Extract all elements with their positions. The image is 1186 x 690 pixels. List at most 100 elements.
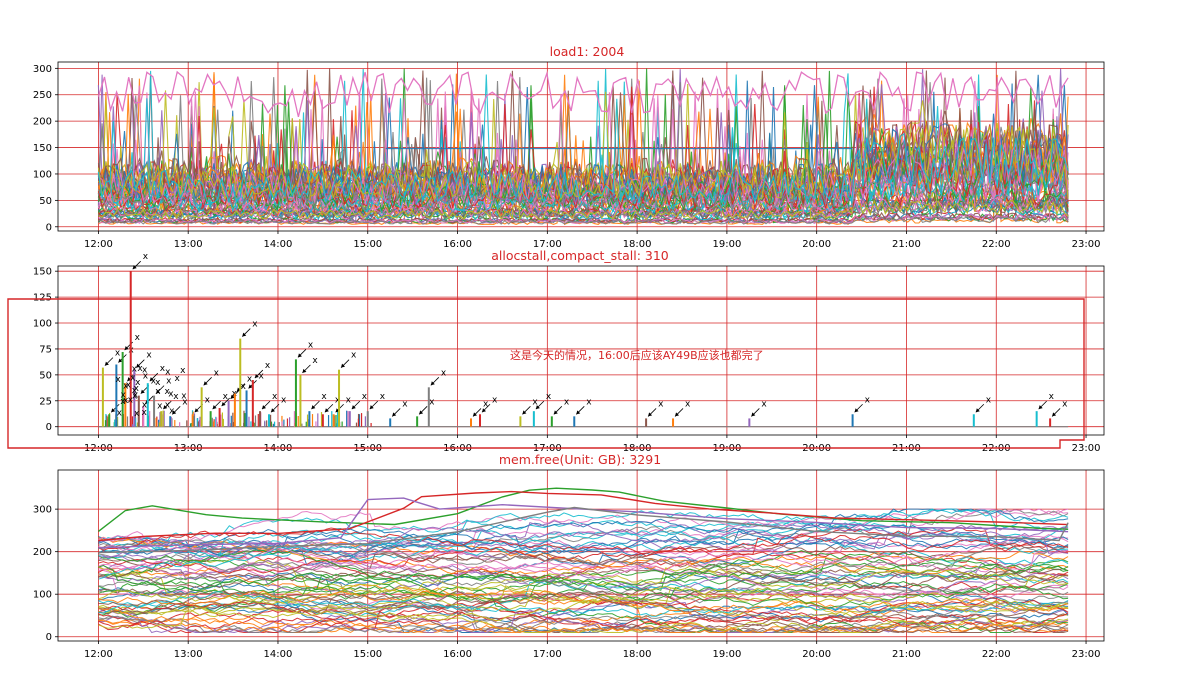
load1-y-ticks: 0 50 100 150 200 250 300 — [33, 64, 58, 233]
memfree-highlight-line — [98, 490, 1069, 542]
peak-arrow-head — [118, 358, 123, 363]
peak-arrow-head — [324, 408, 329, 413]
peak-arrow-head — [254, 374, 259, 379]
memfree-series-line — [98, 544, 1069, 589]
peak-marker: x — [142, 401, 148, 411]
allocstall-panel: allocstall,compact_stall: 310 xxxxxxxxxx… — [7, 248, 1105, 454]
memfree-highlight-line — [98, 497, 1069, 549]
peak-marker: x — [168, 389, 174, 399]
memfree-series-line — [98, 603, 1069, 634]
peak-marker: x — [321, 392, 327, 402]
memfree-x-ticks: 12:00 13:00 14:00 15:00 16:00 17:00 18:00 19:00… — [84, 641, 1100, 660]
peak-arrow-head — [535, 405, 540, 410]
x-tick-label: 23:00 — [1072, 649, 1101, 660]
memfree-series-line — [98, 531, 1069, 582]
peak-marker: x — [128, 396, 134, 406]
memfree-series-line — [98, 563, 1069, 602]
peak-marker: x — [346, 395, 352, 405]
memfree-series-line — [98, 608, 1069, 634]
memfree-series-line — [98, 508, 1069, 555]
peak-marker: x — [142, 365, 148, 375]
memfree-series-line — [98, 565, 1069, 616]
peak-marker: x — [532, 397, 538, 407]
memfree-series-line — [98, 508, 1069, 580]
peak-marker: x — [132, 386, 138, 396]
y-tick-label: 0 — [46, 222, 52, 233]
peak-arrow-head — [124, 346, 129, 351]
peak-arrow-head — [522, 410, 527, 415]
peak-marker: x — [146, 351, 152, 361]
peak-arrow-head — [248, 384, 253, 389]
memfree-series-line — [98, 601, 1069, 634]
memfree-series-line — [98, 591, 1069, 617]
load1-x-ticks: 12:00 13:00 14:00 15:00 16:00 17:00 18:00 19:00… — [84, 231, 1100, 250]
peak-marker: x — [214, 368, 220, 378]
peak-marker: x — [132, 365, 138, 375]
peak-marker: x — [241, 382, 247, 392]
peak-marker: x — [265, 361, 271, 371]
x-tick-label: 14:00 — [264, 649, 293, 660]
x-tick-label: 18:00 — [623, 649, 652, 660]
peak-arrow-head — [230, 394, 235, 399]
y-tick-label: 150 — [33, 143, 52, 154]
peak-arrow-head — [270, 408, 275, 413]
y-tick-label: 150 — [33, 267, 52, 278]
peak-marker: x — [126, 380, 132, 390]
peak-marker: x — [865, 395, 871, 405]
allocstall-y-ticks: 0 25 50 75 100 125 150 — [33, 267, 58, 433]
peak-marker: x — [308, 340, 314, 350]
annotation-box — [7, 298, 1085, 449]
peak-marker: x — [142, 408, 148, 418]
peak-arrow-head — [311, 405, 316, 410]
load1-series-line — [98, 88, 1069, 213]
x-tick-label: 17:00 — [533, 239, 562, 250]
x-tick-label: 22:00 — [982, 649, 1011, 660]
peak-marker: x — [658, 399, 664, 409]
y-tick-label: 300 — [33, 64, 52, 75]
peak-marker: x — [123, 396, 129, 406]
memfree-series — [97, 487, 1069, 634]
allocstall-title: allocstall,compact_stall: 310 — [491, 248, 669, 263]
x-tick-label: 20:00 — [802, 239, 831, 250]
memfree-series-line — [98, 585, 1069, 629]
y-tick-label: 100 — [33, 590, 52, 601]
peak-marker: x — [281, 395, 287, 405]
memfree-title: mem.free(Unit: GB): 3291 — [499, 452, 661, 467]
load1-series-line — [97, 90, 1069, 201]
peak-arrow-head — [675, 412, 680, 417]
peak-marker: x — [151, 377, 157, 387]
peak-arrow-head — [297, 353, 302, 358]
y-tick-label: 0 — [46, 422, 52, 433]
y-tick-label: 75 — [39, 344, 52, 355]
allocstall-grid — [58, 266, 1104, 435]
memfree-series-line — [98, 563, 1069, 601]
peak-marker: x — [115, 349, 121, 359]
memfree-panel: mem.free(Unit: GB): 3291 0 100 200 300 12:0… — [33, 452, 1105, 660]
peak-marker: x — [133, 390, 139, 400]
x-tick-label: 19:00 — [712, 239, 741, 250]
peak-arrow-head — [648, 412, 653, 417]
peak-marker: x — [272, 392, 278, 402]
peak-marker: x — [252, 320, 258, 330]
peak-arrow-head — [430, 381, 435, 386]
memfree-series-line — [98, 591, 1069, 622]
y-tick-label: 100 — [33, 319, 52, 330]
peak-arrow-head — [481, 408, 486, 413]
x-tick-label: 15:00 — [353, 649, 382, 660]
peak-arrow-head — [369, 405, 374, 410]
peak-marker: x — [312, 356, 318, 366]
memfree-series-line — [98, 601, 1069, 628]
peak-arrow-head — [262, 405, 267, 410]
peak-marker: x — [351, 351, 357, 361]
x-tick-label: 15:00 — [353, 239, 382, 250]
y-tick-label: 300 — [33, 505, 52, 516]
memfree-series-line — [98, 549, 1069, 609]
peak-arrow-head — [473, 412, 478, 417]
peak-arrow-head — [156, 389, 161, 394]
peak-marker: x — [362, 392, 368, 402]
peak-arrow-head — [221, 402, 226, 407]
peak-marker: x — [173, 392, 179, 402]
peak-marker: x — [157, 401, 163, 411]
